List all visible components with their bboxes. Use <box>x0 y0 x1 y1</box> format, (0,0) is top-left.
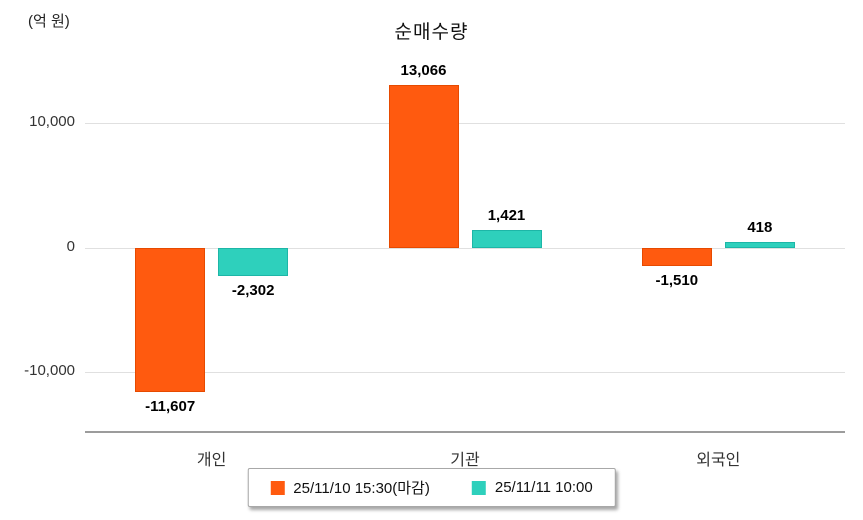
legend: 25/11/10 15:30(마감) 25/11/11 10:00 <box>247 468 616 507</box>
legend-item: 25/11/10 15:30(마감) <box>270 477 430 498</box>
legend-label: 25/11/10 15:30(마감) <box>293 480 430 497</box>
y-tick-label: 0 <box>66 237 75 255</box>
category-label: 외국인 <box>696 452 741 469</box>
legend-label: 25/11/11 10:00 <box>494 479 593 496</box>
y-tick-label: 10,000 <box>29 112 75 130</box>
y-axis-unit-label: (억 원) <box>28 13 70 30</box>
bar-value-label: 13,066 <box>400 61 447 79</box>
bar-value-label: 418 <box>747 219 773 237</box>
plot-area: 10,000 0 -10,000 개인 -11,607 -2,302 기관 13,066 1,4… <box>24 55 845 469</box>
category-label: 기관 <box>450 452 480 469</box>
legend-item: 25/11/11 10:00 <box>471 479 593 496</box>
chart-title: 순매수량 <box>394 22 469 43</box>
bar-value-label: 1,421 <box>487 206 526 224</box>
bar-value-label: -11,607 <box>145 398 196 416</box>
bar <box>471 229 542 248</box>
y-tick-label: -10,000 <box>24 362 75 380</box>
x-axis-line <box>85 431 845 433</box>
bar <box>641 247 712 267</box>
bar <box>388 84 459 248</box>
legend-swatch-icon <box>270 480 285 495</box>
bar <box>218 247 289 277</box>
legend-swatch-icon <box>471 480 486 495</box>
bar-value-label: -1,510 <box>655 272 699 290</box>
bar <box>135 247 206 393</box>
category-label: 개인 <box>196 452 227 469</box>
bar <box>724 242 795 248</box>
gridline <box>85 122 845 124</box>
bar-value-label: -2,302 <box>231 282 275 300</box>
gridline <box>85 247 845 249</box>
gridline <box>85 372 845 374</box>
